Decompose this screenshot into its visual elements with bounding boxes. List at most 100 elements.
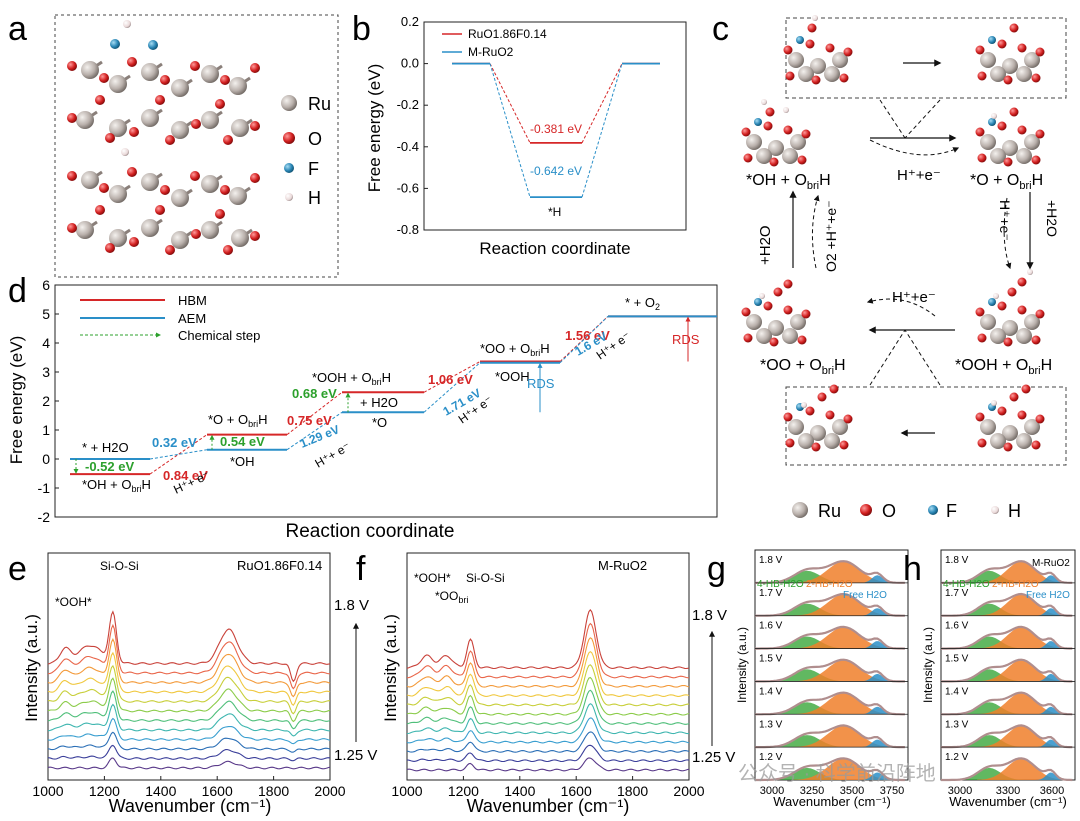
c-ru-atom bbox=[1024, 52, 1040, 68]
eSpectra-spectrum-8 bbox=[47, 651, 331, 707]
o-atom bbox=[67, 171, 77, 181]
d-ytick-label: 0 bbox=[42, 451, 50, 467]
legend-text-ruof: RuO1.86F0.14 bbox=[468, 27, 547, 41]
c-o-atom bbox=[743, 333, 753, 343]
gStack-2hb-peak bbox=[793, 561, 895, 583]
panel-h-label: h bbox=[903, 550, 922, 588]
legend-c-f-text: F bbox=[946, 501, 957, 521]
panel-d-xlabel: Reaction coordinate bbox=[286, 521, 455, 542]
panel-b-series bbox=[452, 62, 660, 199]
d-lbl-s1: *O + ObriH bbox=[208, 412, 268, 429]
o-atom bbox=[160, 185, 170, 195]
fSpectra-spectrum-4 bbox=[406, 703, 690, 735]
gStack-fit-envelope bbox=[754, 560, 905, 584]
panel-b-axes bbox=[423, 21, 687, 231]
g-comp-2hb: 2-HB-H2O bbox=[806, 579, 853, 590]
c-o-atom bbox=[763, 121, 773, 131]
hStack-2hb-peak bbox=[977, 561, 1066, 583]
e-vtop: 1.8 V bbox=[334, 597, 369, 614]
c-text-he2: H⁺+e⁻ bbox=[892, 289, 936, 306]
c-ads-h-atom bbox=[1027, 269, 1033, 275]
c-text-o: *O + ObriH bbox=[970, 172, 1043, 192]
legend-c-ru-ball bbox=[792, 502, 808, 518]
c-o-atom bbox=[843, 414, 853, 424]
c-o-atom bbox=[1003, 442, 1013, 452]
c-dash-top1 bbox=[879, 99, 906, 139]
panel-e-ylabel: Intensity (a.u.) bbox=[22, 614, 41, 722]
c-dash-bot1 bbox=[869, 329, 906, 386]
ru-atom bbox=[109, 185, 127, 203]
c-o-atom bbox=[1035, 414, 1045, 424]
panel-f-ylabel: Intensity (a.u.) bbox=[381, 614, 400, 722]
f-vbot: 1.25 V bbox=[692, 749, 735, 766]
fSpectra-spectrum-5 bbox=[406, 689, 690, 725]
eSpectra-spectrum-11 bbox=[47, 610, 331, 683]
eSpectra-spectrum-9 bbox=[47, 638, 331, 698]
panel-h-ylabel: Intensity (a.u.) bbox=[921, 627, 935, 703]
eTicks-tick-label: 1000 bbox=[32, 783, 63, 799]
ru-atom bbox=[201, 221, 219, 239]
hStack-2hb-peak bbox=[977, 594, 1066, 616]
o-atom bbox=[127, 167, 137, 177]
f-annot-ooh: *OOH* bbox=[414, 571, 451, 585]
c-o-atom bbox=[997, 406, 1007, 416]
panel-f-xlabel: Wavenumber (cm⁻¹) bbox=[467, 796, 630, 816]
c-ru-atom bbox=[1002, 320, 1018, 336]
c-o-atom bbox=[1035, 47, 1045, 57]
d-aem-conn-2 bbox=[423, 362, 481, 413]
c-o-atom bbox=[741, 127, 751, 137]
d-ytick-label: 6 bbox=[42, 277, 50, 293]
hStack-voltage-label: 1.3 V bbox=[945, 719, 969, 730]
f-vtop: 1.8 V bbox=[692, 607, 727, 624]
ru-atom bbox=[81, 171, 99, 189]
c-ru-atom bbox=[798, 66, 814, 82]
crystal-structure bbox=[67, 20, 260, 255]
ru-atom bbox=[81, 61, 99, 79]
eSpectra-spectrum-5 bbox=[47, 690, 331, 730]
panel-f-xticks: 1000 1200 1400 1600 1800 2000 bbox=[391, 776, 705, 799]
panel-h-stack: 1.8 V 1.7 V 1.6 V 1.5 V 1.4 V 1.3 V 1.2 V bbox=[941, 555, 1075, 782]
c-f-atom bbox=[988, 118, 996, 126]
b-ytick-label: -0.6 bbox=[397, 180, 419, 195]
ru-atom bbox=[171, 121, 189, 139]
c-text-h2o-right: +H2O bbox=[1044, 200, 1060, 237]
o-atom bbox=[155, 95, 165, 105]
c-ads-o-atom bbox=[829, 384, 839, 394]
o-atom bbox=[215, 99, 225, 109]
c-ads-o-atom bbox=[1007, 287, 1017, 297]
ru-atom bbox=[109, 75, 127, 93]
fTicks-tick-label: 1200 bbox=[448, 783, 479, 799]
d-hbm-conn-2 bbox=[423, 361, 481, 393]
o-atom bbox=[129, 127, 139, 137]
c-o-atom bbox=[801, 309, 811, 319]
eSpectra-spectrum-4 bbox=[47, 703, 331, 737]
c-o-atom bbox=[1017, 410, 1027, 420]
eSpectra-spectrum-0 bbox=[47, 757, 331, 770]
c-ru-atom bbox=[782, 148, 798, 164]
legend-ru-text: Ru bbox=[308, 94, 331, 114]
fSpectra-spectrum-7 bbox=[407, 664, 690, 707]
c-ru-atom bbox=[788, 419, 804, 435]
hStack-fit-envelope bbox=[941, 625, 1073, 650]
panel-h-xlabel: Wavenumber (cm⁻¹) bbox=[949, 794, 1067, 809]
ru-atom bbox=[201, 65, 219, 83]
o-atom bbox=[105, 243, 115, 253]
c-text-oh: *OH + ObriH bbox=[746, 172, 831, 192]
o-atom bbox=[95, 95, 105, 105]
o-atom bbox=[220, 75, 230, 85]
panel-b-ylabel: Free energy (eV) bbox=[365, 64, 384, 193]
panel-h: h M-RuO2 1.8 V1.7 V1.6 V1.5 V1.4 V1.3 V1… bbox=[903, 549, 1076, 809]
h-tick-label: 3600 bbox=[1040, 785, 1064, 797]
c-text-ooh: *OOH + ObriH bbox=[955, 357, 1052, 377]
fSpectra-spectrum-1 bbox=[406, 744, 690, 763]
panel-b-label: b bbox=[352, 10, 371, 48]
d-hbm-conn-0 bbox=[149, 434, 208, 475]
gStack-fit-envelope bbox=[755, 757, 905, 782]
c-ru-atom bbox=[798, 433, 814, 449]
o-atom bbox=[191, 119, 201, 129]
c-ru-atom bbox=[1002, 140, 1018, 156]
c-o-atom bbox=[1035, 129, 1045, 139]
atom-legend-c: Ru O F H bbox=[792, 501, 1021, 521]
c-ads-o-atom bbox=[1009, 107, 1019, 117]
gStack-2hb-peak bbox=[793, 758, 895, 780]
